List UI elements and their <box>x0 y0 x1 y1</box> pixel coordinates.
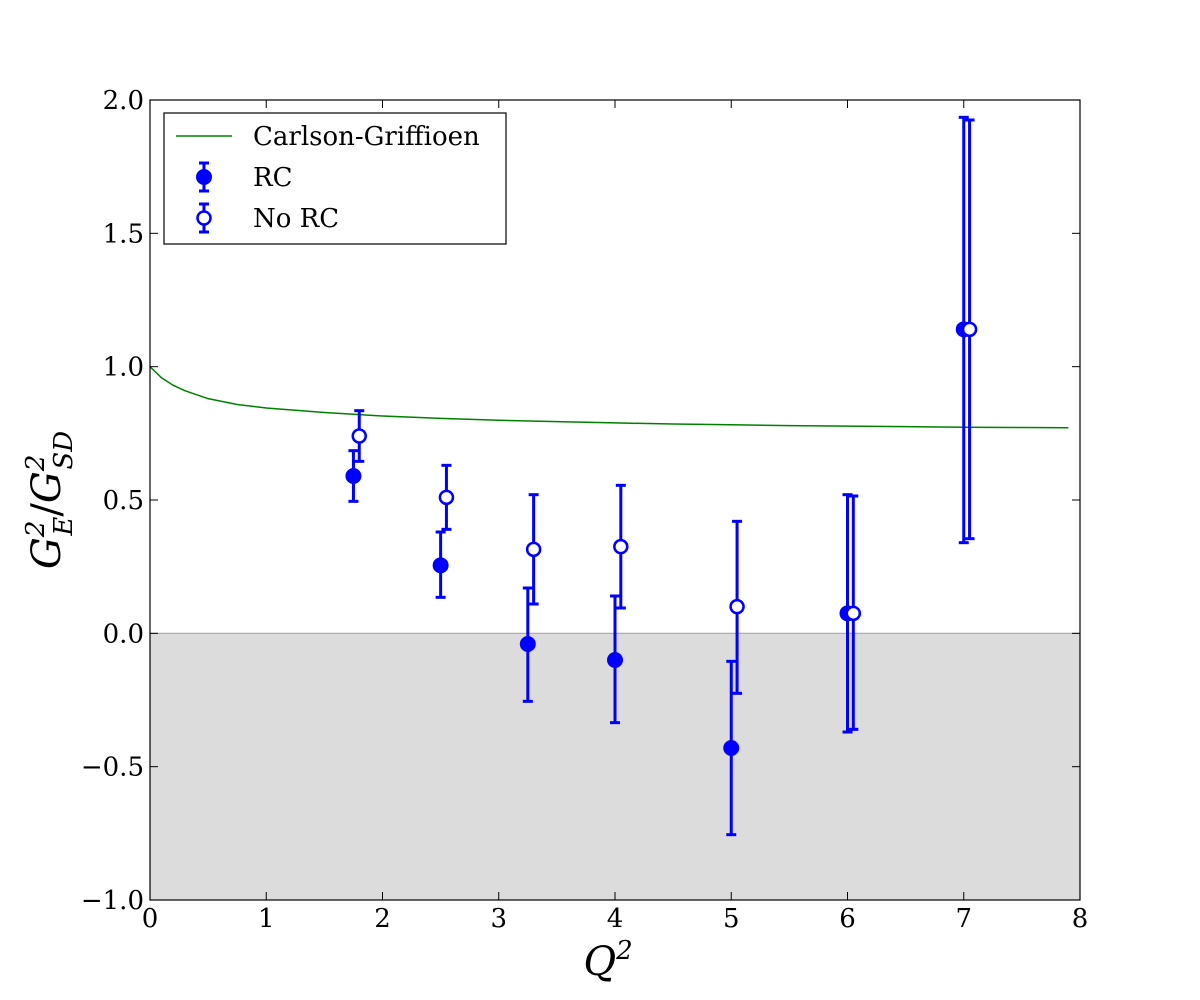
x-tick-label: 1 <box>258 904 275 934</box>
rc-marker-2 <box>519 636 536 652</box>
legend-label-curve: Carlson-Griffioen <box>253 122 480 152</box>
legend-label-rc: RC <box>253 163 292 193</box>
rc-point-3 <box>607 594 623 725</box>
rc-point-2 <box>519 586 536 703</box>
x-axis-label-base: Q <box>583 939 616 985</box>
legend-norc-swatch <box>196 202 212 234</box>
legend-rc-swatch <box>196 161 212 193</box>
x-tick-label: 2 <box>374 904 391 934</box>
x-tick-label: 7 <box>955 904 972 934</box>
rc-point-0 <box>345 449 362 503</box>
norc-point-6 <box>961 118 978 541</box>
x-axis-label-sup: 2 <box>615 936 633 966</box>
carlson-griffioen-curve <box>149 366 1069 429</box>
y-axis-label-num-sub: E <box>49 517 79 537</box>
y-tick-label: 2.0 <box>103 86 144 116</box>
norc-marker-3 <box>613 538 629 555</box>
y-axis-label-den-sup: 2 <box>21 455 51 473</box>
y-tick-label: −0.5 <box>81 753 144 783</box>
x-axis-label: Q2 <box>583 936 632 985</box>
norc-point-3 <box>613 483 629 610</box>
norc-point-5 <box>845 494 862 731</box>
y-axis-label-num-base: G <box>24 537 70 569</box>
norc-point-0 <box>351 409 367 463</box>
x-tick-label: 6 <box>839 904 856 934</box>
curve-layer <box>149 366 1069 429</box>
legend-box <box>163 112 507 245</box>
legend-label-norc: No RC <box>253 204 339 234</box>
rc-point-4 <box>723 659 740 837</box>
norc-marker-1 <box>438 489 455 506</box>
x-tick-label: 8 <box>1072 904 1089 934</box>
rc-marker-3 <box>607 652 623 668</box>
y-axis-label: G2E/G2SD <box>21 431 79 569</box>
rc-marker-4 <box>723 740 740 756</box>
y-tick-label: 0.0 <box>103 619 144 649</box>
y-axis-label-den-base: G <box>24 471 70 503</box>
norc-point-4 <box>729 519 745 695</box>
norc-marker-5 <box>845 605 862 622</box>
tick-layer: 0 1 2 3 4 5 6 7 8 −1.0 −0.5 0.0 0.5 1.0 1.5 2.0 <box>81 86 1088 934</box>
norc-marker-4 <box>729 598 745 615</box>
y-axis-label-sep: / <box>24 503 70 517</box>
rc-point-1 <box>432 530 449 599</box>
y-axis-label-den-sub: SD <box>49 431 79 470</box>
norc-point-2 <box>525 493 542 606</box>
x-tick-label: 0 <box>142 904 159 934</box>
rc-marker-1 <box>432 557 449 574</box>
x-tick-label: 5 <box>723 904 740 934</box>
y-tick-label: 1.0 <box>103 353 144 383</box>
y-tick-label: −1.0 <box>81 886 144 916</box>
norc-marker-6 <box>961 321 978 338</box>
y-axis-label-num-sup: 2 <box>21 521 51 539</box>
rc-marker-0 <box>345 468 362 484</box>
data-layer <box>345 115 978 837</box>
x-tick-label: 3 <box>490 904 507 934</box>
y-tick-label: 1.5 <box>103 219 144 249</box>
norc-point-1 <box>438 463 455 531</box>
y-tick-label: 0.5 <box>103 486 144 516</box>
x-tick-label: 4 <box>607 904 624 934</box>
legend: Carlson-Griffioen RC No RC <box>163 112 507 245</box>
norc-marker-0 <box>351 428 367 444</box>
norc-marker-2 <box>525 541 542 558</box>
